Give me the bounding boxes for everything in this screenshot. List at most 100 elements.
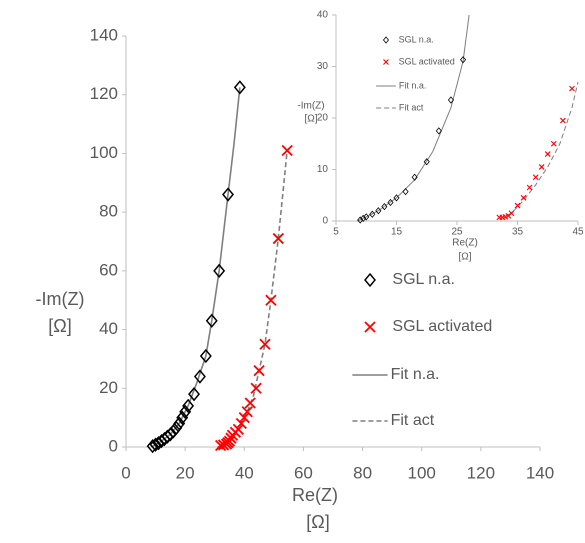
x-tick-label: 25: [451, 227, 463, 238]
fit-line: [499, 81, 579, 219]
data-point: [225, 432, 237, 444]
data-point: [411, 173, 418, 181]
legend-label: Fit n.a.: [399, 80, 427, 90]
legend-label: SGL activated: [392, 318, 492, 335]
y-tick-label: 40: [99, 319, 118, 338]
data-point: [253, 365, 265, 377]
data-point: [569, 85, 575, 92]
fit-line: [356, 14, 470, 222]
data-point: [363, 213, 370, 221]
data-point: [435, 127, 442, 135]
y-axis-label: [Ω]: [304, 114, 317, 125]
data-point: [520, 194, 527, 201]
legend-label: Fit n.a.: [391, 366, 440, 383]
data-point: [146, 438, 159, 454]
x-tick-label: 5: [333, 227, 339, 238]
data-point: [213, 263, 226, 279]
data-point: [514, 202, 521, 209]
legend-label: Fit act: [399, 102, 424, 112]
y-tick-label: 30: [317, 61, 329, 72]
y-tick-label: 0: [109, 436, 118, 455]
y-tick-label: 60: [99, 260, 118, 279]
x-tick-label: 100: [408, 463, 436, 482]
data-point: [265, 294, 277, 306]
y-tick-label: 40: [317, 10, 329, 21]
x-tick-label: 120: [467, 463, 495, 482]
x-tick-label: 35: [512, 227, 524, 238]
data-point: [149, 437, 162, 452]
data-point: [176, 410, 189, 425]
x-tick-label: 40: [235, 463, 254, 482]
data-point: [193, 369, 206, 384]
data-point: [381, 202, 388, 211]
data-point: [559, 117, 566, 124]
y-axis-label: -Im(Z): [36, 289, 85, 309]
x-axis-label: [Ω]: [306, 512, 329, 532]
data-point: [179, 404, 192, 419]
legend-marker: [382, 36, 390, 44]
data-point: [173, 416, 186, 431]
x-tick-label: 45: [572, 227, 584, 238]
data-point: [281, 144, 293, 157]
x-tick-label: 20: [176, 463, 195, 482]
data-point: [550, 140, 557, 147]
legend-label: SGL n.a.: [392, 271, 455, 288]
x-tick-label: 80: [353, 463, 372, 482]
legend-marker: [364, 272, 376, 288]
data-point: [182, 398, 195, 414]
legend-label: SGL n.a.: [399, 34, 434, 44]
legend-label: SGL activated: [399, 56, 455, 66]
chart: 0 10 20 30 40 5 15 25 35 45 Re(Z) [Ω] -Im(Z) [Ω] SGL n…: [297, 10, 584, 263]
x-tick-label: 0: [121, 463, 130, 482]
x-axis-label: [Ω]: [458, 252, 471, 263]
legend-marker: [364, 321, 376, 333]
data-point: [508, 210, 515, 217]
data-point: [232, 423, 245, 436]
data-point: [222, 187, 234, 202]
y-tick-label: 20: [317, 113, 329, 124]
y-tick-label: 120: [90, 84, 118, 103]
data-point: [393, 194, 400, 202]
data-point: [447, 96, 454, 104]
data-point: [357, 216, 364, 224]
data-point: [460, 56, 467, 64]
data-point: [235, 417, 247, 430]
y-axis-label: -Im(Z): [297, 101, 324, 112]
y-tick-label: 140: [90, 25, 118, 44]
y-axis-label: [Ω]: [48, 316, 71, 336]
data-point: [532, 174, 539, 181]
data-point: [259, 338, 271, 350]
y-tick-label: 80: [99, 202, 118, 221]
data-point: [164, 427, 177, 442]
data-point: [170, 420, 183, 436]
data-point: [205, 313, 218, 328]
data-point: [387, 198, 394, 207]
data-point: [244, 397, 256, 409]
y-tick-label: 20: [99, 378, 118, 397]
data-point: [241, 406, 253, 418]
data-point: [544, 151, 551, 157]
x-tick-label: 60: [294, 463, 313, 482]
data-point: [167, 424, 180, 439]
y-tick-label: 0: [322, 216, 328, 227]
data-point: [375, 207, 382, 215]
data-point: [233, 80, 246, 95]
y-tick-label: 100: [90, 143, 118, 162]
legend-marker: [383, 59, 389, 65]
data-point: [223, 435, 236, 447]
x-tick-label: 15: [391, 227, 403, 238]
data-point: [272, 232, 284, 245]
data-point: [360, 214, 367, 223]
x-tick-label: 140: [526, 463, 554, 482]
data-point: [402, 188, 409, 196]
data-point: [188, 386, 200, 402]
fit-line: [150, 87, 241, 448]
y-tick-label: 10: [317, 164, 329, 175]
data-point: [526, 184, 533, 191]
data-point: [250, 382, 262, 394]
data-point: [369, 210, 376, 218]
x-axis-label: Re(Z): [452, 238, 478, 249]
data-point: [423, 158, 430, 166]
